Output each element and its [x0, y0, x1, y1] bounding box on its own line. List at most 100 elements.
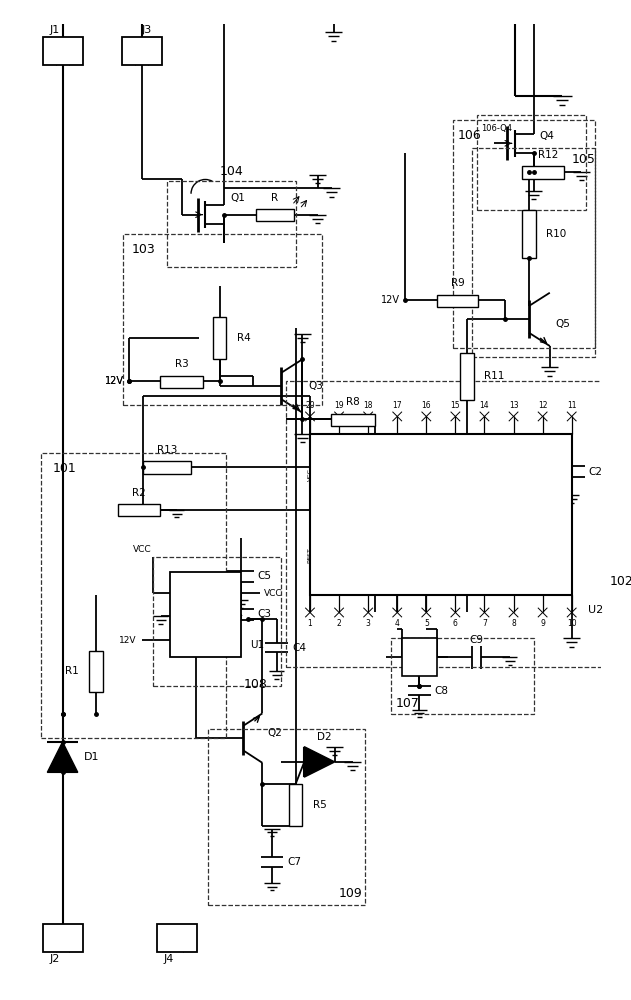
Bar — [40, 453, 227, 738]
Text: 17: 17 — [392, 401, 402, 410]
Text: J1: J1 — [50, 25, 60, 35]
Text: J3: J3 — [141, 25, 151, 35]
Text: P1.2/AD2: P1.2/AD2 — [482, 460, 487, 488]
Bar — [160, 376, 203, 388]
Text: P1.5/AD5: P1.5/AD5 — [395, 460, 399, 488]
Text: GND: GND — [569, 548, 574, 562]
Bar — [213, 317, 227, 359]
Text: 1: 1 — [308, 619, 312, 628]
Text: 18: 18 — [363, 401, 373, 410]
Text: R4: R4 — [237, 333, 251, 343]
Bar — [89, 651, 102, 692]
Bar — [476, 115, 586, 210]
Bar — [118, 504, 160, 516]
Text: VCC: VCC — [264, 589, 283, 598]
Bar — [156, 924, 197, 952]
Bar — [452, 120, 596, 348]
Text: U2: U2 — [588, 605, 603, 615]
Text: C5: C5 — [257, 571, 272, 581]
Text: Q1: Q1 — [230, 193, 245, 203]
Text: 104: 104 — [220, 165, 244, 178]
Text: 5: 5 — [424, 619, 428, 628]
Text: 12V: 12V — [105, 376, 124, 386]
Text: TXD/P3.1: TXD/P3.1 — [365, 541, 370, 569]
Text: 103: 103 — [132, 243, 156, 256]
Text: RXD/P3.0: RXD/P3.0 — [336, 540, 341, 569]
Bar — [461, 353, 474, 400]
Text: C9: C9 — [469, 635, 483, 645]
Text: Q5: Q5 — [555, 319, 570, 329]
Bar — [472, 148, 596, 357]
Text: R10: R10 — [546, 229, 566, 239]
Text: GND: GND — [193, 611, 217, 621]
Text: 101: 101 — [53, 462, 77, 475]
Bar — [167, 181, 296, 267]
Text: 15: 15 — [451, 401, 460, 410]
Text: 102: 102 — [610, 575, 631, 588]
Text: P1.7/AD7: P1.7/AD7 — [336, 460, 341, 488]
Bar — [153, 557, 281, 686]
Text: 3: 3 — [366, 619, 370, 628]
Text: D2: D2 — [317, 732, 331, 742]
Text: 11: 11 — [567, 401, 577, 410]
Text: P3.7: P3.7 — [569, 467, 574, 481]
Text: R11: R11 — [484, 371, 505, 381]
Text: VCC: VCC — [307, 468, 312, 481]
Text: 105: 105 — [572, 153, 596, 166]
Text: 12V: 12V — [119, 636, 137, 645]
Text: INT0/P3.2: INT0/P3.2 — [453, 540, 458, 570]
Bar — [403, 638, 437, 676]
Text: R5: R5 — [313, 800, 327, 810]
Bar — [170, 572, 242, 657]
Bar — [522, 210, 536, 258]
Text: D1: D1 — [83, 752, 99, 762]
Text: 20: 20 — [305, 401, 315, 410]
Polygon shape — [304, 747, 334, 777]
Text: C4: C4 — [292, 643, 306, 653]
Text: 6: 6 — [453, 619, 458, 628]
Text: C7: C7 — [287, 857, 301, 867]
Text: C3: C3 — [257, 609, 272, 619]
Bar — [208, 729, 365, 905]
Text: R3: R3 — [175, 359, 189, 369]
Text: INT1/P3.3: INT1/P3.3 — [482, 540, 487, 570]
Text: 109: 109 — [339, 887, 362, 900]
Text: P1.4/AD4: P1.4/AD4 — [424, 460, 429, 488]
Text: 10: 10 — [567, 619, 577, 628]
Text: 12V: 12V — [226, 615, 244, 624]
Text: 8: 8 — [511, 619, 516, 628]
Text: R12: R12 — [538, 150, 558, 160]
Text: 2: 2 — [337, 619, 341, 628]
Text: XTAL1: XTAL1 — [395, 545, 399, 564]
Text: 106-Q4: 106-Q4 — [481, 124, 512, 133]
Text: U2: U2 — [432, 508, 449, 521]
Text: T1/P3.5: T1/P3.5 — [540, 543, 545, 567]
Polygon shape — [47, 742, 78, 772]
Text: 19: 19 — [334, 401, 344, 410]
Text: Y1: Y1 — [413, 652, 426, 662]
Text: P1.0/AD0: P1.0/AD0 — [540, 460, 545, 488]
Text: 12V: 12V — [381, 295, 401, 305]
Text: Vi: Vi — [200, 635, 211, 645]
Text: VCC: VCC — [133, 545, 151, 554]
Text: 16: 16 — [422, 401, 431, 410]
Text: T0/P3.4: T0/P3.4 — [511, 543, 516, 567]
Text: XTAL2: XTAL2 — [424, 545, 429, 565]
Text: J4: J4 — [164, 954, 174, 964]
Bar — [522, 166, 564, 179]
Bar — [122, 37, 162, 65]
Bar — [391, 638, 534, 714]
Text: Q2: Q2 — [267, 728, 282, 738]
Text: R2: R2 — [132, 488, 146, 498]
Text: REST: REST — [307, 547, 312, 563]
Bar — [42, 924, 83, 952]
Bar — [42, 37, 83, 65]
Text: 1: 1 — [178, 640, 184, 649]
Text: R: R — [271, 193, 278, 203]
Text: 12V: 12V — [105, 376, 124, 386]
Text: 7: 7 — [482, 619, 487, 628]
Text: R1: R1 — [65, 666, 79, 676]
Bar — [256, 209, 294, 221]
Text: P1.6/AD6: P1.6/AD6 — [365, 460, 370, 488]
Bar — [310, 434, 572, 595]
